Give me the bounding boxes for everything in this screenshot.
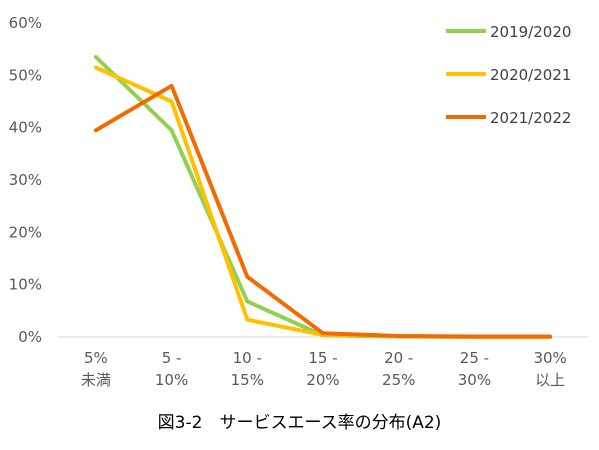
x-tick-label: 25 -30% (458, 349, 491, 389)
x-tick-label: 15 -20% (306, 349, 339, 389)
x-tick-label: 10 -15% (231, 349, 264, 389)
x-tick-label: 30%以上 (533, 349, 566, 389)
y-tick-label: 40% (9, 119, 42, 137)
x-axis: 5%未満 5 -10% 10 -15% 15 -20% 20 -25% 25 -30% 30… (81, 349, 567, 389)
legend: 2019/2020 2020/2021 2021/2022 (446, 23, 571, 127)
y-tick-label: 50% (9, 66, 42, 84)
x-tick-label: 5 -10% (155, 349, 188, 389)
legend-label: 2019/2020 (490, 23, 571, 41)
series-lines (93, 55, 553, 339)
series-line (93, 65, 553, 339)
x-tick-label: 5%未満 (81, 349, 111, 389)
chart-caption: 図3-2 サービスエース率の分布(A2) (157, 413, 442, 433)
y-tick-label: 0% (18, 328, 42, 346)
legend-label: 2021/2022 (490, 109, 571, 127)
series-line (93, 83, 553, 339)
legend-label: 2020/2021 (490, 66, 571, 84)
x-tick-label: 20 -25% (382, 349, 415, 389)
y-tick-label: 60% (9, 14, 42, 32)
y-tick-label: 10% (9, 276, 42, 294)
y-axis: 0% 10% 20% 30% 40% 50% 60% (9, 14, 42, 346)
y-tick-label: 20% (9, 223, 42, 241)
line-chart: 0% 10% 20% 30% 40% 50% 60% 5%未満 5 -10% 10 -15% 15… (9, 14, 588, 389)
y-tick-label: 30% (9, 171, 42, 189)
